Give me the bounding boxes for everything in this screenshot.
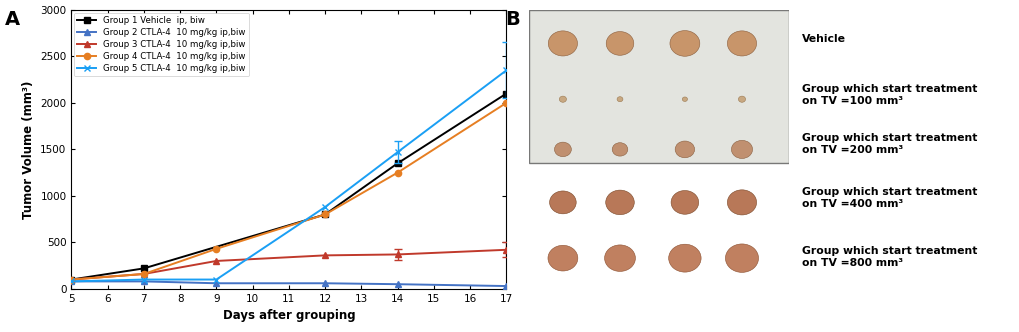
Group 1 Vehicle  ip, biw — [138, 266, 150, 270]
Group 4 CTLA-4  10 mg/kg ip,biw — [65, 278, 77, 282]
Group 2 CTLA-4  10 mg/kg ip,biw — [210, 281, 222, 285]
Group 1 Vehicle  ip, biw — [391, 161, 404, 165]
Line: Group 2 CTLA-4  10 mg/kg ip,biw: Group 2 CTLA-4 10 mg/kg ip,biw — [68, 278, 508, 289]
Group 4 CTLA-4  10 mg/kg ip,biw — [210, 247, 222, 251]
Group 5 CTLA-4  10 mg/kg ip,biw — [319, 205, 331, 209]
Group 4 CTLA-4  10 mg/kg ip,biw — [138, 272, 150, 276]
Group 4 CTLA-4  10 mg/kg ip,biw — [391, 171, 404, 175]
Group 5 CTLA-4  10 mg/kg ip,biw — [210, 278, 222, 282]
Group 2 CTLA-4  10 mg/kg ip,biw — [65, 280, 77, 284]
Group 1 Vehicle  ip, biw — [499, 92, 512, 96]
Text: A: A — [5, 10, 20, 29]
Y-axis label: Tumor Volume (mm³): Tumor Volume (mm³) — [21, 80, 35, 218]
Group 2 CTLA-4  10 mg/kg ip,biw — [499, 284, 512, 288]
Line: Group 1 Vehicle  ip, biw: Group 1 Vehicle ip, biw — [68, 91, 508, 283]
Group 1 Vehicle  ip, biw — [319, 212, 331, 216]
Group 3 CTLA-4  10 mg/kg ip,biw — [138, 272, 150, 276]
Legend: Group 1 Vehicle  ip, biw, Group 2 CTLA-4  10 mg/kg ip,biw, Group 3 CTLA-4  10 mg: Group 1 Vehicle ip, biw, Group 2 CTLA-4 … — [74, 13, 249, 76]
Group 3 CTLA-4  10 mg/kg ip,biw — [391, 252, 404, 256]
Group 1 Vehicle  ip, biw — [65, 278, 77, 282]
Group 2 CTLA-4  10 mg/kg ip,biw — [138, 280, 150, 284]
Group 2 CTLA-4  10 mg/kg ip,biw — [319, 281, 331, 285]
Group 5 CTLA-4  10 mg/kg ip,biw — [65, 280, 77, 284]
Group 3 CTLA-4  10 mg/kg ip,biw — [65, 278, 77, 282]
Group 3 CTLA-4  10 mg/kg ip,biw — [499, 248, 512, 252]
Group 5 CTLA-4  10 mg/kg ip,biw — [138, 278, 150, 282]
Group 4 CTLA-4  10 mg/kg ip,biw — [499, 101, 512, 105]
Group 2 CTLA-4  10 mg/kg ip,biw — [391, 282, 404, 286]
Line: Group 4 CTLA-4  10 mg/kg ip,biw: Group 4 CTLA-4 10 mg/kg ip,biw — [68, 100, 508, 283]
Group 4 CTLA-4  10 mg/kg ip,biw — [319, 212, 331, 216]
Group 5 CTLA-4  10 mg/kg ip,biw — [391, 150, 404, 154]
Text: B: B — [504, 10, 519, 29]
Group 5 CTLA-4  10 mg/kg ip,biw — [499, 68, 512, 72]
Group 3 CTLA-4  10 mg/kg ip,biw — [319, 253, 331, 257]
Line: Group 5 CTLA-4  10 mg/kg ip,biw: Group 5 CTLA-4 10 mg/kg ip,biw — [68, 67, 508, 285]
Group 3 CTLA-4  10 mg/kg ip,biw — [210, 259, 222, 263]
X-axis label: Days after grouping: Days after grouping — [222, 309, 355, 322]
Line: Group 3 CTLA-4  10 mg/kg ip,biw: Group 3 CTLA-4 10 mg/kg ip,biw — [68, 247, 508, 283]
